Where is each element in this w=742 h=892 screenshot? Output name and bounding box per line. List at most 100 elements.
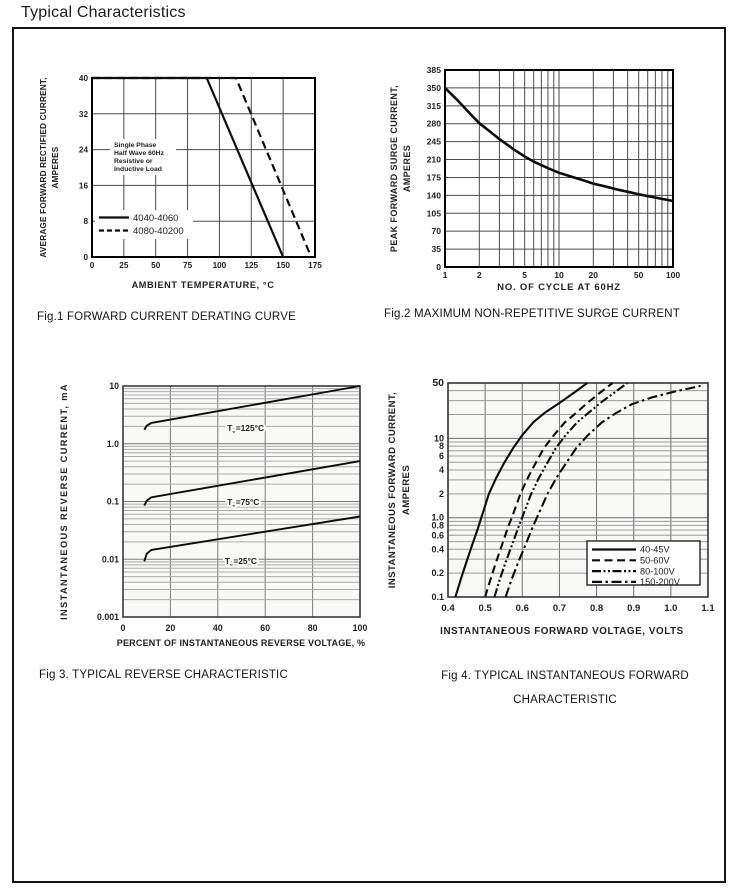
- fig2-caption: Fig.2 MAXIMUM NON-REPETITIVE SURGE CURRE…: [384, 308, 680, 320]
- y-tick-label: 32: [79, 110, 89, 119]
- annotation-line: Inductive Load: [114, 166, 162, 173]
- fig4-curves: [454, 382, 701, 598]
- y-tick-label: 140: [427, 190, 442, 200]
- fig3-plot-border: [122, 385, 361, 618]
- y-tick-label: 10: [434, 433, 444, 443]
- x-tick-label: 20: [589, 270, 599, 280]
- x-tick-label: 0.4: [441, 603, 455, 614]
- series-label: TJ=25°C: [225, 556, 257, 568]
- fig3-y-axis-title: INSTANTANEOUS REVERSE CURRENT, mA: [59, 383, 69, 620]
- y-tick-label: 315: [427, 101, 442, 111]
- x-tick-label: 0: [90, 261, 95, 270]
- curve-50-60V: [484, 382, 614, 598]
- fig2-chart: 1 2 5 10 20 50 100 0 35 70 105 140 175 210 245 280 315 35…: [389, 65, 680, 293]
- x-tick-label: 5: [522, 270, 527, 280]
- fig2-tick-labels: 1 2 5 10 20 50 100 0 35 70 105 140 175 210 245 280 315 35…: [427, 65, 681, 280]
- fig2-gridlines: [444, 69, 674, 268]
- y-tick-label: 24: [79, 146, 89, 155]
- fig1-x-axis-title: AMBIENT TEMPERATURE, °C: [132, 280, 275, 290]
- y-tick-label: 2: [439, 489, 444, 499]
- page-title: Typical Characteristics: [21, 4, 186, 21]
- y-tick-label: 280: [427, 119, 442, 129]
- fig3-x-axis-title: PERCENT OF INSTANTANEOUS REVERSE VOLTAGE…: [117, 638, 365, 648]
- series-label: TJ=125°C: [227, 423, 264, 435]
- x-tick-label: 60: [260, 623, 270, 633]
- fig4-plot-border: [447, 382, 709, 598]
- curve-80-100V: [493, 382, 629, 598]
- fig2-x-axis-title: NO. OF CYCLE AT 60HZ: [497, 282, 621, 293]
- x-tick-label: 40: [213, 623, 223, 633]
- fig1-y-axis-title: AMPERES: [51, 146, 60, 188]
- fig4-caption: Fig 4. TYPICAL INSTANTANEOUS FORWARD CHA…: [410, 664, 720, 712]
- y-tick-label: 35: [431, 244, 441, 254]
- fig4-legend-box: [586, 540, 701, 586]
- legend-label: 50-60V: [640, 556, 670, 566]
- fig1-curves: [92, 76, 313, 258]
- fig3-curves: [143, 385, 361, 562]
- curve-tj-25: [143, 515, 361, 562]
- fig2-y-axis-title: PEAK FORWARD SURGE CURRENT,: [389, 85, 399, 252]
- y-tick-label: 0.4: [431, 544, 444, 554]
- fig4-tick-labels: 0.4 0.5 0.6 0.7 0.8 0.9 1.0 1.1501086421.00.80.…: [431, 377, 715, 614]
- annotation-line: Single Phase: [114, 142, 157, 149]
- fig4-caption-line1: Fig 4. TYPICAL INSTANTANEOUS FORWARD: [441, 670, 689, 682]
- fig1-caption: Fig.1 FORWARD CURRENT DERATING CURVE: [37, 311, 296, 323]
- x-tick-label: 25: [119, 261, 129, 270]
- fig1-legend: 4040-4060 4080-40200: [95, 210, 193, 239]
- x-tick-label: 80: [308, 623, 318, 633]
- legend-label: 150-200V: [640, 577, 681, 587]
- legend-label: 4080-40200: [133, 226, 184, 237]
- x-tick-label: 100: [213, 261, 227, 270]
- y-tick-label: 1.0: [107, 439, 119, 449]
- y-tick-label: 8: [83, 217, 88, 226]
- y-tick-label: 40: [79, 74, 89, 83]
- x-tick-label: 2: [477, 270, 482, 280]
- content-frame: [12, 27, 726, 883]
- y-tick-label: 6: [439, 451, 444, 461]
- x-tick-label: 1: [443, 270, 448, 280]
- x-tick-label: 175: [308, 261, 322, 270]
- fig3-caption: Fig 3. TYPICAL REVERSE CHARACTERISTIC: [39, 669, 288, 681]
- y-tick-label: 0.8: [431, 520, 444, 530]
- y-tick-label: 1.0: [431, 513, 444, 523]
- fig3-tick-labels: 0 20 40 60 80 100 10 1.0 0.1 0.01 0.001: [97, 381, 367, 633]
- y-tick-label: 50: [432, 377, 444, 389]
- legend-label: 4040-4060: [133, 213, 178, 224]
- x-tick-label: 100: [353, 623, 368, 633]
- legend-label: 80-100V: [640, 566, 676, 576]
- x-tick-label: 10: [554, 270, 564, 280]
- fig4-y-axis-title: AMPERES: [401, 465, 412, 515]
- y-tick-label: 16: [79, 181, 89, 190]
- y-tick-label: 350: [427, 83, 442, 93]
- y-tick-label: 0.1: [107, 497, 119, 507]
- x-tick-label: 0.6: [516, 603, 529, 614]
- fig2-curves: [444, 86, 674, 203]
- curve-tj-75: [143, 460, 361, 507]
- fig1-tick-labels: 0 25 50 75 100 125 150 175 0 8 16 24 32 40: [79, 74, 322, 270]
- annotation-line: Half Wave 60Hz: [114, 150, 165, 157]
- x-tick-label: 1.0: [664, 603, 677, 614]
- y-tick-label: 0.01: [102, 554, 119, 564]
- y-tick-label: 8: [439, 441, 444, 451]
- x-tick-label: 1.1: [701, 603, 715, 614]
- y-tick-label: 70: [431, 226, 441, 236]
- x-tick-label: 20: [166, 623, 176, 633]
- x-tick-label: 100: [666, 270, 681, 280]
- curve-tj-125: [143, 385, 361, 431]
- y-tick-label: 245: [427, 137, 442, 147]
- fig2-y-axis-title: AMPERES: [402, 145, 412, 192]
- curve-surge-current: [444, 86, 674, 203]
- y-tick-label: 0.001: [97, 612, 119, 622]
- x-tick-label: 0.7: [553, 603, 566, 614]
- fig1-y-axis-title: AVERAGE FORWARD RECTIFIED CURRENT,: [39, 77, 48, 257]
- x-tick-label: 0.8: [590, 603, 603, 614]
- y-tick-label: 385: [427, 65, 442, 75]
- fig3-chart: 0 20 40 60 80 100 10 1.0 0.1 0.01 0.001 PERCENT OF …: [59, 381, 367, 648]
- x-tick-label: 50: [151, 261, 161, 270]
- x-tick-label: 150: [276, 261, 290, 270]
- x-tick-label: 125: [244, 261, 258, 270]
